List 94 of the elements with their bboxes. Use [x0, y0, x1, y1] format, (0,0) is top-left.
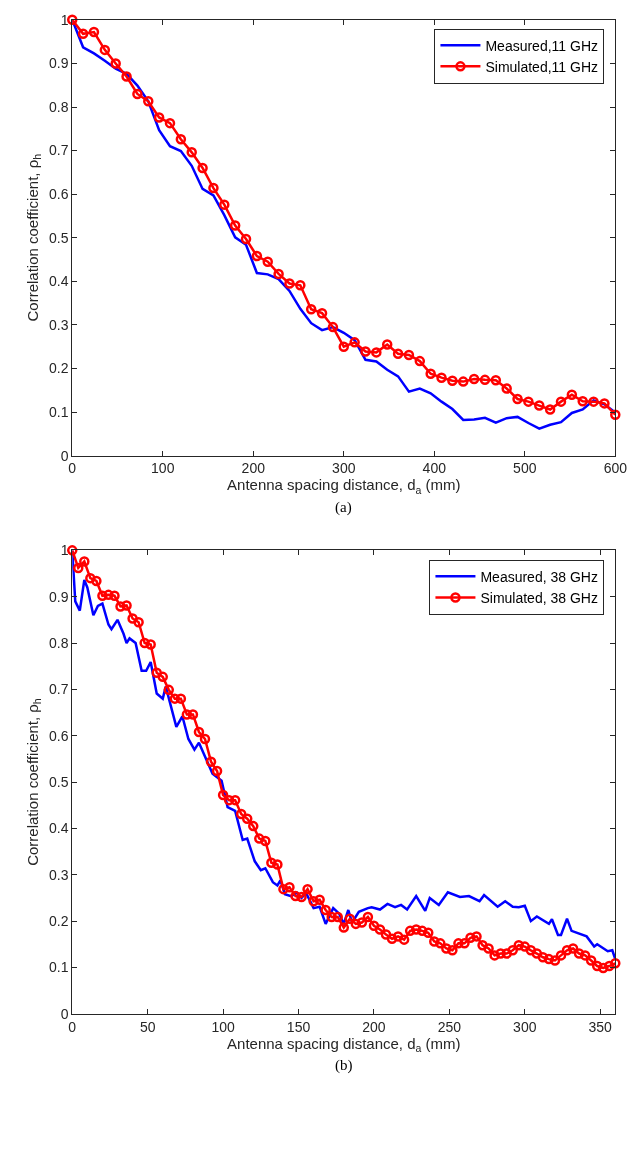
- y-tick-label: 0.5: [48, 229, 69, 246]
- point: [251, 250, 263, 262]
- point: [381, 339, 393, 350]
- y-tick-label: 0: [60, 1005, 69, 1022]
- point: [121, 71, 132, 82]
- point: [447, 375, 458, 386]
- x-tick-label: 100: [151, 460, 175, 477]
- legend-label: Measured,11 GHz: [485, 37, 599, 54]
- point: [132, 88, 143, 100]
- y-tick-label: 0.6: [48, 727, 69, 744]
- point: [153, 112, 165, 123]
- point: [544, 404, 556, 415]
- y-tick-label: 1: [60, 542, 69, 559]
- x-tick-label: 250: [437, 1018, 462, 1035]
- x-axis-title: Antenna spacing distance, d$_{a}$ (mm): [227, 476, 461, 496]
- point: [425, 368, 436, 379]
- point: [316, 307, 328, 319]
- point: [392, 348, 404, 359]
- x-tick-label: 300: [332, 460, 356, 477]
- legend-label: Measured, 38 GHz: [480, 568, 598, 585]
- point: [295, 280, 306, 291]
- y-tick-label: 0.6: [48, 186, 69, 203]
- x-tick-label: 150: [286, 1018, 311, 1035]
- point: [164, 117, 176, 129]
- x-axis-title: Antenna spacing distance, d$_{a}$ (mm): [227, 1034, 461, 1054]
- y-tick-label: 0.9: [48, 55, 69, 72]
- point: [458, 376, 469, 387]
- point: [577, 395, 588, 407]
- point: [186, 147, 197, 158]
- y-tick-label: 0.4: [48, 820, 69, 837]
- point: [403, 349, 415, 361]
- y-tick-label: 0.2: [48, 360, 69, 377]
- y-tick-label: 0.8: [48, 98, 69, 115]
- point: [88, 26, 100, 38]
- y-tick-label: 0.3: [48, 866, 69, 883]
- point: [175, 134, 187, 145]
- y-tick-label: 0: [60, 447, 69, 464]
- point: [338, 341, 350, 352]
- y-tick-label: 0.7: [48, 681, 69, 698]
- text: (b): [335, 1057, 353, 1074]
- point: [414, 355, 426, 367]
- y-tick-label: 0.1: [48, 404, 69, 420]
- point: [555, 396, 567, 407]
- point: [468, 373, 480, 385]
- x-tick-label: 300: [513, 1018, 537, 1035]
- y-tick-label: 1: [60, 11, 69, 28]
- point: [284, 278, 295, 289]
- x-tick-label: 500: [513, 460, 537, 477]
- point: [197, 162, 208, 174]
- y-tick-label: 0.4: [48, 273, 69, 290]
- y-tick-label: 0.9: [48, 588, 69, 605]
- point: [512, 393, 523, 405]
- point: [67, 14, 78, 26]
- point: [360, 346, 371, 357]
- x-tick-label: 350: [588, 1018, 613, 1035]
- point: [501, 383, 512, 394]
- x-tick-label: 600: [603, 460, 628, 477]
- point: [490, 375, 502, 386]
- y-tick-label: 0.3: [48, 316, 69, 333]
- point: [599, 398, 610, 409]
- point: [273, 268, 284, 280]
- point: [143, 96, 154, 107]
- x-tick-label: 200: [362, 1018, 386, 1035]
- y-tick-label: 0.8: [48, 634, 69, 651]
- y-tick-label: 0.1: [48, 959, 69, 976]
- point: [208, 182, 219, 194]
- point: [610, 409, 621, 420]
- point: [523, 396, 534, 407]
- point: [371, 347, 382, 358]
- point: [436, 372, 447, 383]
- point: [349, 337, 360, 348]
- y-tick-label: 0.5: [48, 773, 69, 790]
- legend-label: Simulated,11 GHz: [485, 58, 599, 75]
- point: [262, 256, 273, 267]
- point: [588, 396, 599, 407]
- point: [566, 389, 578, 400]
- legend-label: Simulated, 38 GHz: [480, 589, 598, 606]
- text: (a): [335, 499, 352, 516]
- point: [229, 220, 241, 231]
- point: [327, 321, 339, 333]
- point: [110, 58, 121, 69]
- point: [219, 199, 230, 210]
- point: [99, 44, 111, 56]
- x-tick-label: 100: [211, 1018, 235, 1035]
- point: [240, 233, 252, 245]
- point: [305, 303, 317, 315]
- y-tick-label: 0.7: [48, 142, 69, 159]
- x-tick-label: 400: [422, 460, 447, 477]
- point: [77, 28, 89, 40]
- point: [534, 400, 545, 411]
- x-tick-label: 200: [241, 460, 266, 477]
- point: [479, 374, 491, 386]
- x-tick-label: 50: [139, 1018, 156, 1035]
- y-tick-label: 0.2: [48, 913, 69, 930]
